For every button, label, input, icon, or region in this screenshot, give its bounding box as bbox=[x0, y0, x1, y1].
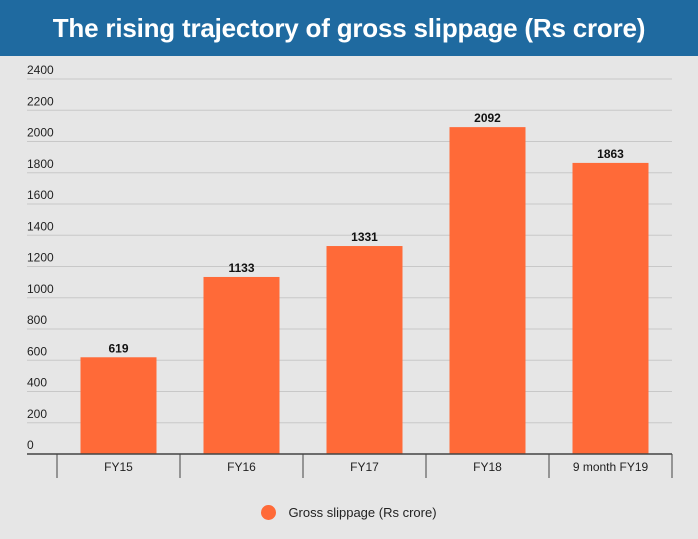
bar-fy18 bbox=[449, 127, 526, 454]
y-tick-label-1400: 1400 bbox=[27, 219, 54, 233]
bar-9-month-fy19 bbox=[572, 162, 649, 454]
x-tick-label-fy17: FY17 bbox=[350, 460, 379, 474]
data-label-fy18: 2092 bbox=[474, 111, 501, 125]
x-tick-label-fy15: FY15 bbox=[104, 460, 133, 474]
y-tick-label-800: 800 bbox=[27, 313, 47, 327]
legend: Gross slippage (Rs crore) bbox=[0, 500, 698, 524]
x-tick-label-fy18: FY18 bbox=[473, 460, 502, 474]
y-tick-label-600: 600 bbox=[27, 344, 47, 358]
data-label-9-month-fy19: 1863 bbox=[597, 147, 624, 161]
y-tick-label-1600: 1600 bbox=[27, 188, 54, 202]
chart-title: The rising trajectory of gross slippage … bbox=[52, 12, 646, 43]
y-tick-label-2200: 2200 bbox=[27, 94, 54, 108]
y-tick-label-0: 0 bbox=[27, 438, 34, 452]
legend-label-gross-slippage: Gross slippage (Rs crore) bbox=[288, 504, 437, 520]
data-label-fy15: 619 bbox=[108, 341, 128, 355]
bar-fy17 bbox=[326, 246, 403, 454]
y-tick-label-200: 200 bbox=[27, 407, 47, 421]
y-tick-label-2400: 2400 bbox=[27, 63, 54, 77]
x-tick-label-fy16: FY16 bbox=[227, 460, 256, 474]
bar-fy16 bbox=[203, 276, 280, 454]
data-label-fy16: 1133 bbox=[228, 261, 254, 275]
data-label-fy17: 1331 bbox=[351, 230, 378, 244]
y-tick-label-1000: 1000 bbox=[27, 282, 54, 296]
bar-chart: 0 200 400 600 800 1000 1200 1400 1600 1800 2000 220… bbox=[27, 63, 673, 478]
x-tick-label-9-month-fy19: 9 month FY19 bbox=[573, 460, 649, 474]
y-tick-label-1800: 1800 bbox=[27, 157, 54, 171]
y-tick-label-400: 400 bbox=[27, 376, 47, 390]
bar-fy15 bbox=[80, 357, 157, 454]
y-tick-label-2000: 2000 bbox=[27, 126, 54, 140]
title-bar: The rising trajectory of gross slippage … bbox=[0, 0, 698, 56]
y-tick-label-1200: 1200 bbox=[27, 251, 54, 265]
legend-swatch-gross-slippage bbox=[261, 504, 277, 520]
